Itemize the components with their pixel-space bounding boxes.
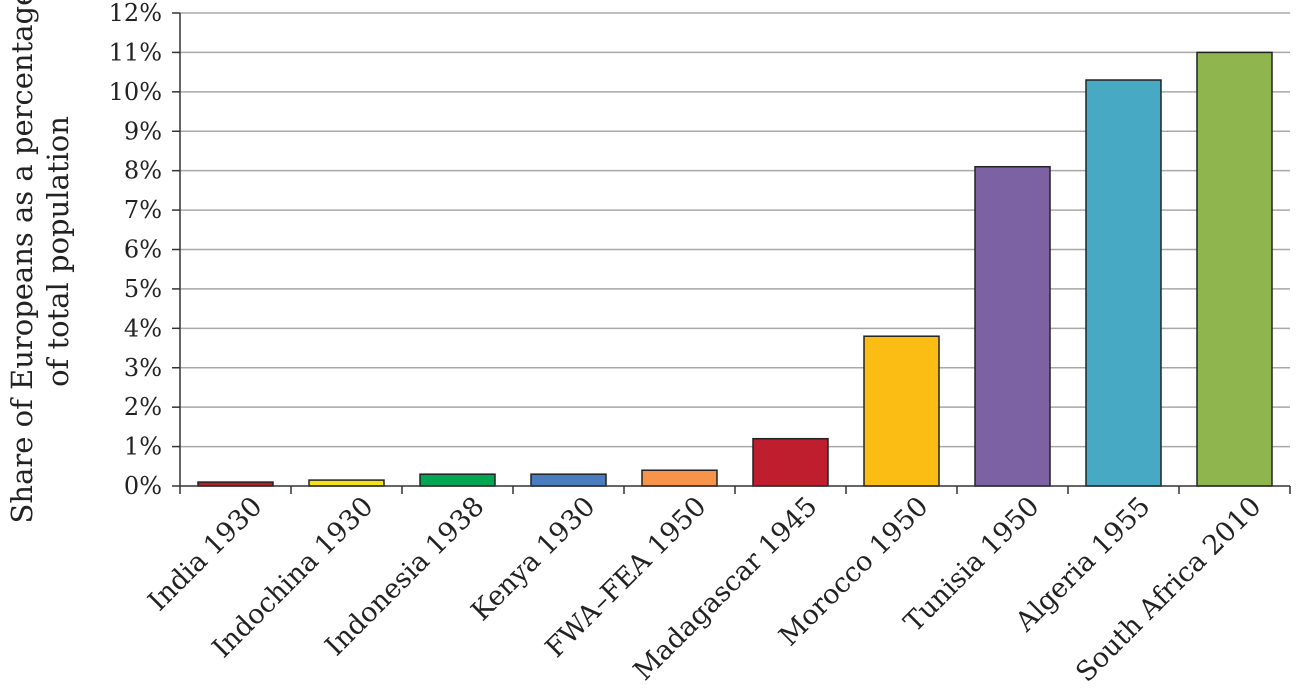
y-tick-label: 1% (124, 433, 162, 461)
bars (197, 51, 1273, 487)
bar (1085, 79, 1162, 487)
y-axis-title: Share of Europeans as a percentage of to… (5, 0, 75, 523)
y-tick-label: 11% (109, 38, 162, 66)
y-tick-labels: 0% 1% 2% 3% 4% 5% 6% 7% 8% 9% 10% 11% 12% (109, 0, 162, 500)
y-tick-label: 6% (124, 236, 162, 264)
y-tick-label: 12% (109, 0, 162, 27)
x-category-label: Madagascar 1945 (628, 491, 824, 687)
x-category-label: South Africa 2010 (1070, 491, 1267, 688)
y-tick-label: 8% (124, 157, 162, 185)
bar (974, 165, 1051, 487)
y-tick-label: 0% (124, 472, 162, 500)
y-tick-label: 2% (124, 393, 162, 421)
y-axis-title-line-1: Share of Europeans as a percentage (5, 0, 39, 523)
y-tick-label: 9% (124, 117, 162, 145)
y-tick-label: 5% (124, 275, 162, 303)
bar (863, 335, 940, 487)
y-tick-label: 7% (124, 196, 162, 224)
y-tick-label: 3% (124, 354, 162, 382)
axes (172, 12, 1291, 494)
bar (530, 473, 607, 487)
bar (1196, 51, 1273, 487)
y-tick-label: 4% (124, 314, 162, 342)
y-axis-title-line-2: of total population (41, 116, 75, 387)
bar (752, 437, 829, 487)
bar (419, 473, 496, 487)
bar (641, 469, 718, 487)
y-tick-label: 10% (109, 78, 162, 106)
bar (308, 479, 385, 487)
